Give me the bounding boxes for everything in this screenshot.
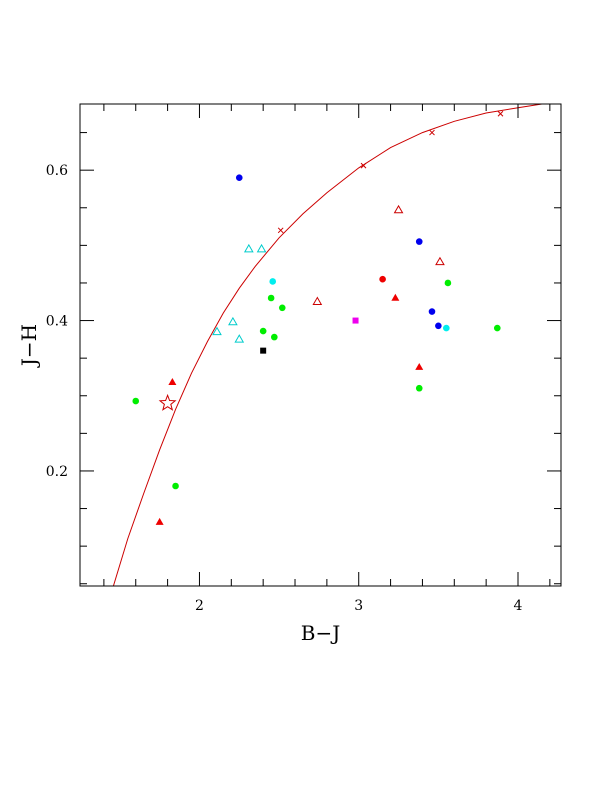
- data-point: [415, 238, 423, 245]
- data-point: [132, 397, 140, 405]
- data-point: [212, 326, 222, 336]
- x-tick-label: 3: [354, 598, 363, 614]
- data-point: [259, 327, 267, 335]
- data-point: [393, 204, 404, 214]
- data-point: [234, 334, 245, 343]
- curve-cross-marker: [360, 162, 367, 169]
- data-point: [428, 308, 436, 315]
- data-point: [312, 296, 323, 305]
- data-point: [352, 317, 359, 324]
- tick-labels: 2 3 4 0.2 0.4 0.6: [46, 163, 523, 614]
- y-tick-label: 0.2: [46, 464, 68, 480]
- data-point: [260, 347, 267, 354]
- data-point: [379, 275, 386, 283]
- curve-cross-marker: [497, 110, 504, 117]
- x-axis-label: B−J: [301, 621, 340, 645]
- y-axis-label: J−H: [17, 324, 41, 368]
- data-point: [228, 316, 238, 326]
- data-point: [415, 384, 423, 392]
- data-point: [155, 517, 164, 525]
- data-point: [267, 294, 275, 302]
- axis-ticks: [80, 104, 561, 586]
- data-point: [158, 393, 177, 411]
- data-point: [435, 256, 445, 266]
- model-curve: [112, 104, 542, 586]
- data-point: [243, 243, 254, 253]
- data-point: [168, 378, 177, 385]
- data-point: [444, 279, 452, 287]
- x-tick-label: 2: [195, 598, 204, 614]
- data-point: [271, 333, 278, 341]
- x-tick-label: 4: [514, 598, 523, 614]
- data-point: [278, 304, 286, 312]
- data-point: [269, 278, 277, 285]
- data-point: [443, 324, 450, 332]
- data-point: [235, 174, 243, 181]
- y-tick-label: 0.4: [46, 314, 68, 330]
- model-curve-layer: [112, 104, 542, 586]
- data-point: [391, 293, 400, 301]
- data-points-layer: [132, 174, 501, 525]
- data-point: [415, 362, 424, 370]
- y-tick-label: 0.6: [46, 163, 68, 179]
- data-point: [172, 482, 179, 490]
- curve-cross-marker: [277, 227, 284, 234]
- data-point: [256, 243, 267, 253]
- plot-frame: [79, 103, 562, 587]
- curve-cross-marker: [429, 129, 435, 136]
- data-point: [435, 322, 442, 330]
- data-point: [493, 324, 501, 332]
